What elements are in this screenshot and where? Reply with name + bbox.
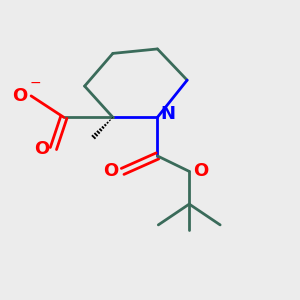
Text: O: O	[194, 162, 208, 180]
Text: −: −	[30, 76, 41, 89]
Text: N: N	[160, 105, 175, 123]
Text: O: O	[12, 87, 27, 105]
Text: O: O	[34, 140, 49, 158]
Text: O: O	[103, 162, 118, 180]
